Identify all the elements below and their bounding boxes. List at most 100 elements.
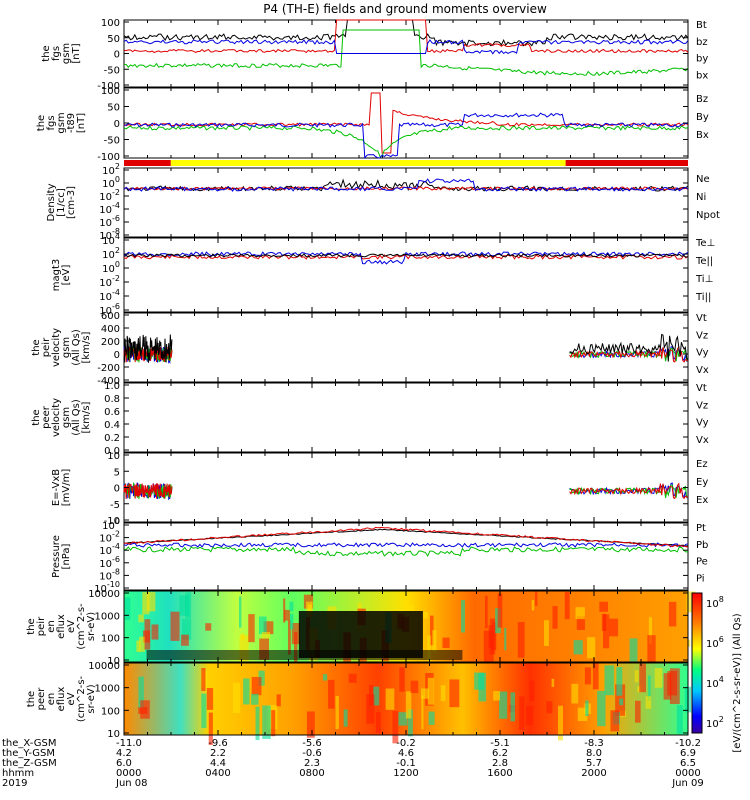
panel-frame (123, 382, 689, 453)
ylabel-line: velocity (51, 398, 62, 437)
spectrogram-cell (686, 591, 696, 613)
xaxis-value: -0.2 (396, 738, 416, 749)
spectrogram-cell (676, 705, 683, 734)
series-pe (123, 546, 688, 558)
legend-entry: Vx (696, 365, 709, 376)
spectrogram-cell (375, 711, 381, 734)
spectrogram-cell (525, 705, 534, 726)
legend-entry: Pb (696, 540, 708, 551)
ylabel-peer_velocity: the peer velocity gsm (All Qs) [km/s] (31, 398, 92, 437)
ylabel-line: [km/s] (81, 401, 92, 433)
ylabel-line: fgs (51, 46, 62, 61)
legend-entry: By (696, 112, 709, 123)
series-bx (123, 39, 689, 55)
spectrogram-cell (259, 638, 269, 660)
ytick-label: 10 (107, 451, 120, 462)
ylabel-line: [km/s] (81, 331, 92, 363)
series-e_field (123, 482, 173, 499)
spectrogram-cell (654, 668, 663, 688)
spectrogram-cell (575, 607, 585, 620)
spectrogram-cell (201, 693, 207, 729)
ytick-label: 200 (101, 337, 120, 348)
spectrogram-cell (322, 674, 328, 681)
ylabel-fgs_gsm_minus_t89: the fgs gsm -t89 [nT] (36, 112, 87, 133)
xaxis-value: Jun 09 (671, 778, 704, 789)
spectrogram-cell (139, 636, 145, 652)
legend-entry: Vt (696, 313, 707, 324)
spectrogram-cell (232, 682, 241, 713)
spectrogram-cell (293, 632, 298, 663)
spectrogram-cell (392, 710, 399, 744)
colorbar-tick-label: 106 (706, 635, 724, 650)
panel-e_field (123, 452, 689, 523)
spectrogram-cell (687, 639, 691, 647)
mode-bar-segment (170, 160, 566, 166)
spectrogram-cell (592, 663, 599, 690)
ylabel-peir_spectrogram: the peir en eflux eV (cm^2-s-sr-eV) (26, 603, 97, 650)
ylabel-line: Density (46, 183, 57, 221)
spectrogram-cell (504, 627, 507, 651)
spectrogram-cell (601, 613, 607, 632)
spectrogram-cell (421, 695, 424, 730)
spectrogram-cell (284, 609, 290, 621)
spectrogram-cell (587, 637, 596, 659)
spectrogram-cell (140, 700, 150, 719)
spectrogram-cell (287, 620, 291, 655)
spectrogram-cell (663, 673, 672, 700)
ytick-label: 1000 (95, 684, 120, 695)
series-bx (123, 112, 689, 160)
legend-peir_velocity: Vt Vz Vy Vx (696, 313, 709, 376)
spectrogram-cell (136, 640, 141, 652)
ytick-label: 1.0 (104, 381, 120, 392)
ylabel-line: [nT] (71, 43, 82, 63)
ytick-label: 0.2 (104, 433, 120, 444)
spectrogram-cell (206, 688, 214, 710)
spectrogram-cell (263, 621, 274, 635)
ytick-label: 10000 (88, 589, 120, 600)
panel-frame (123, 452, 689, 523)
spectrogram-cell (138, 676, 144, 708)
ylabel-density: Density [1/cc] [cm-3] (46, 183, 77, 221)
ylabel-line: -t89 (66, 113, 77, 133)
panel-temperature (123, 237, 689, 313)
spectrogram-cell (262, 705, 271, 739)
ytick-label: 5 (114, 467, 120, 478)
xaxis-value: Jun 08 (115, 778, 148, 789)
spectrogram-cell (240, 633, 245, 641)
spectrogram-cell (474, 672, 485, 690)
spectrogram-cell (449, 679, 460, 708)
ylabel-line: the (41, 45, 52, 61)
legend-entry: Vt (696, 383, 707, 394)
ylabel-temperature: magt3 [eV] (51, 259, 72, 292)
xaxis-value: -0.1 (396, 758, 416, 769)
ylabel-line: [mV/m] (61, 469, 72, 507)
spectrogram-cell (639, 663, 646, 693)
ytick-label: -200 (97, 363, 120, 374)
spectrogram-cell (430, 615, 434, 646)
spectrogram-cell (427, 635, 431, 665)
legend-fgs_gsm_minus_t89: Bz By Bx (696, 94, 709, 141)
spectrogram-cell (485, 595, 488, 629)
ylabel-fgs: the fgs gsm [nT] (41, 43, 82, 64)
ylabel-line: (cm^2-s- (76, 603, 87, 650)
spectrogram-cell (499, 691, 508, 719)
spectrogram-cell (619, 698, 624, 706)
xaxis-value: 6.9 (680, 748, 696, 759)
ylabel-line: peir (36, 616, 47, 636)
ytick-label: -10 (104, 516, 120, 527)
spectrogram-cell (534, 591, 538, 606)
legend-entry: Ex (696, 495, 708, 506)
spectrogram-cell (629, 638, 638, 663)
spectrogram-cell (597, 690, 606, 727)
series-te-par (123, 253, 689, 258)
spectrogram-cell (251, 676, 262, 696)
ytick-label: 0 (114, 350, 120, 361)
spectrogram-cell (577, 707, 588, 721)
spectrogram-cell (637, 686, 641, 693)
ytick-label: 0.6 (104, 407, 120, 418)
ytick-label: 100 (101, 706, 120, 717)
legend-entry: Vz (696, 330, 708, 341)
spectrogram-cell (493, 691, 500, 701)
ytick-label: -50 (104, 65, 120, 76)
